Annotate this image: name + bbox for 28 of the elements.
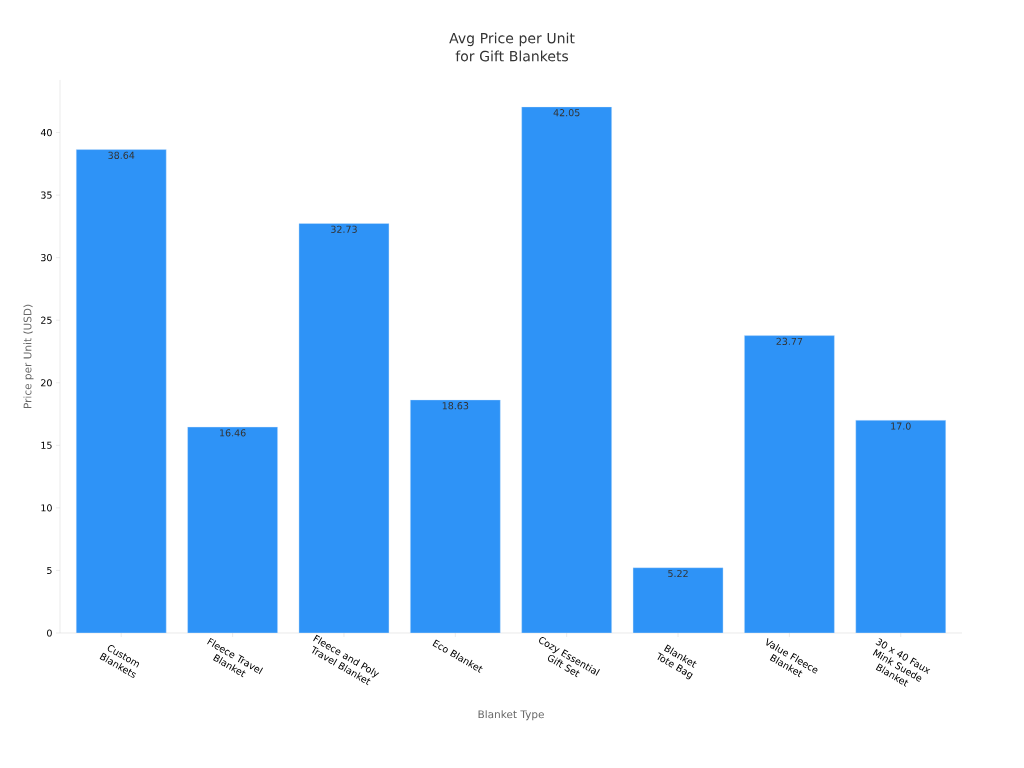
data-label: 5.22 [668,569,688,578]
data-label: 17.0 [891,422,911,430]
data-label: 23.77 [776,337,803,345]
bar [187,426,278,633]
y-tick-label: 5 [47,566,52,574]
bar [521,106,612,633]
bar [298,223,390,633]
bar [410,399,501,633]
bar [632,567,724,633]
data-label: 38.64 [108,151,135,159]
bar [76,149,167,633]
data-label: 32.73 [331,225,357,233]
y-tick-label: 10 [41,504,52,512]
y-tick-label: 40 [40,128,52,137]
data-label: 42.05 [553,109,580,117]
chart-title: Avg Price per Unit for Gift Blankets [449,32,575,62]
y-tick-label: 30 [41,254,52,262]
data-label: 18.63 [442,402,469,410]
y-tick-label: 35 [41,191,52,199]
bar [744,335,835,633]
data-label: 16.46 [220,429,246,437]
y-tick-label: 15 [41,441,52,449]
y-tick-label: 0 [47,629,52,637]
y-tick-label: 25 [41,316,52,324]
y-tick-label: 20 [41,379,52,387]
bar [855,420,946,633]
y-axis-title: Price per Unit (USD) [23,304,34,408]
x-axis-title: Blanket Type [478,710,544,721]
